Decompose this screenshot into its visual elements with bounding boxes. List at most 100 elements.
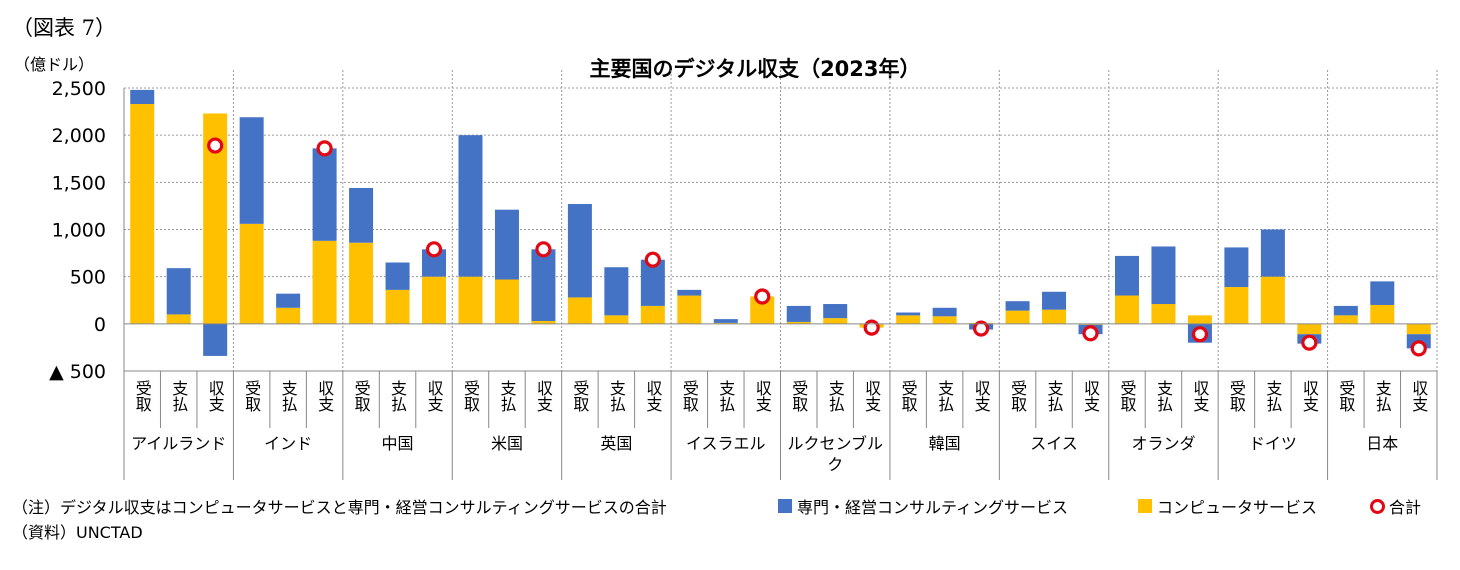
bar-type-label: 受取 [680,380,699,412]
bar-type-label: 支払 [1154,380,1173,412]
consulting-bar [677,289,702,296]
bar-type-label: 受取 [352,380,371,412]
computer-bar [1005,310,1030,324]
footnote: （注）デジタル収支はコンピュータサービスと専門・経営コンサルティングサービスの合… [12,498,667,517]
bar-type-label: 支払 [279,380,298,412]
bar-type-label: 収支 [753,380,772,412]
bar-type-label: 支払 [1373,380,1392,412]
consulting-bar [531,249,556,322]
country-label: 中国 [382,434,414,453]
y-tick-label: 0 [94,314,106,336]
consulting-bar [786,305,811,322]
consulting-bar [604,267,629,316]
y-tick-label: 1,500 [52,172,106,194]
bar-type-label: 受取 [1336,380,1355,412]
bar-type-label: 受取 [1227,380,1246,412]
computer-bar [677,295,702,324]
legend-consulting: 専門・経営コンサルティングサービス [778,494,1068,518]
computer-bar [604,315,629,324]
computer-bar [896,315,921,324]
computer-bar [1042,309,1067,324]
bar-type-label: 収支 [972,380,991,412]
bar-type-label: 収支 [1081,380,1100,412]
total-marker [535,241,552,258]
bar-type-label: 受取 [899,380,918,412]
y-tick-label: 2,500 [52,78,106,100]
y-tick-label: 2,000 [52,125,106,147]
consulting-bar [458,135,483,277]
consulting-bar [1042,291,1067,310]
bar-type-label: 収支 [534,380,553,412]
computer-bar [1297,323,1322,335]
country-label: インド [264,434,312,453]
consulting-bar [203,323,228,356]
computer-bar [130,104,155,324]
legend-total: 合計 [1370,494,1421,518]
computer-bar [640,305,665,324]
consulting-bar [239,117,264,224]
computer-bar [1370,304,1395,324]
consulting-bar [130,89,155,105]
total-marker [425,241,443,258]
bar-type-label: 収支 [862,380,881,412]
bar-type-label: 支払 [169,380,188,412]
computer-bar [1187,315,1212,324]
computer-bar [422,276,447,324]
computer-bar [531,321,556,324]
legend-computer-swatch [1138,499,1152,513]
legend-consulting-swatch [778,499,792,513]
country-label: 韓国 [929,434,961,453]
consulting-bar [166,268,191,315]
total-marker [207,137,224,154]
bar-type-label: 受取 [461,380,480,412]
legend-computer-label: コンピュータサービス [1157,498,1318,517]
legend-computer: コンピュータサービス [1138,494,1317,518]
consulting-bar [1370,281,1395,305]
computer-bar [312,240,337,324]
country-label: 米国 [491,434,523,453]
consulting-bar [932,307,957,317]
bar-type-label: 支払 [1263,380,1282,412]
consulting-bar [567,204,592,298]
consulting-bar [823,304,848,319]
y-axis-unit-label: （億ドル） [14,55,94,74]
country-label: オランダ [1131,434,1195,453]
figure-label: （図表 7） [12,16,117,40]
computer-bar [385,289,410,324]
total-marker [316,140,333,157]
computer-bar [239,223,264,324]
bar-type-label: 収支 [1409,380,1428,412]
bar-type-label: 受取 [1008,380,1027,412]
computer-bar [1114,295,1139,324]
source-note: （資料）UNCTAD [12,523,143,542]
computer-bar [1406,323,1431,335]
computer-bar [1260,276,1285,324]
consulting-bar [349,187,374,243]
bar-type-label: 支払 [1045,380,1064,412]
consulting-bar [1005,301,1030,311]
bar-type-label: 受取 [242,380,261,412]
consulting-bar [1224,247,1249,288]
total-marker [1191,326,1209,343]
y-tick-label: 500 [70,267,106,289]
consulting-bar [1114,255,1139,296]
country-label: ドイツ [1249,434,1297,453]
computer-bar [567,297,592,324]
country-label: ルクセンブル [787,434,883,453]
bar-type-label: 支払 [497,380,516,412]
consulting-bar [276,293,301,308]
bar-type-label: 支払 [716,380,735,412]
bar-type-label: 受取 [1117,380,1136,412]
bar-type-label: 受取 [570,380,589,412]
computer-bar [349,242,374,324]
bar-type-label: 受取 [133,380,152,412]
computer-bar [1333,315,1358,324]
bar-type-label: 収支 [1190,380,1209,412]
digital-balance-chart: 主要国のデジタル収支（2023年） （億ドル） 2,500 2,000 1,500 1… [14,55,1438,480]
consulting-bar [1151,246,1176,305]
chart-title: 主要国のデジタル収支（2023年） [589,57,920,81]
computer-bar [494,279,519,324]
y-tick-label: ▲ 500 [49,361,106,383]
country-label: アイルランド [131,434,226,453]
bar-type-label: 収支 [206,380,225,412]
